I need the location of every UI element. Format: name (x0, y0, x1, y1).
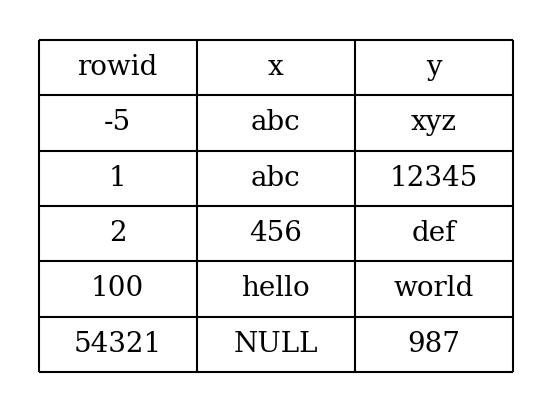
Text: -5: -5 (104, 110, 131, 136)
Text: 54321: 54321 (73, 331, 162, 358)
Text: abc: abc (251, 110, 301, 136)
Text: 987: 987 (407, 331, 460, 358)
Text: 100: 100 (91, 276, 144, 302)
Text: NULL: NULL (233, 331, 318, 358)
Text: x: x (268, 54, 284, 81)
Text: 1: 1 (109, 165, 126, 192)
Text: 2: 2 (109, 220, 126, 247)
Text: 456: 456 (250, 220, 302, 247)
Text: rowid: rowid (77, 54, 158, 81)
Text: y: y (426, 54, 442, 81)
Text: world: world (394, 276, 474, 302)
Text: def: def (412, 220, 457, 247)
Text: abc: abc (251, 165, 301, 192)
Text: xyz: xyz (411, 110, 457, 136)
Text: 12345: 12345 (390, 165, 478, 192)
Text: hello: hello (241, 276, 310, 302)
